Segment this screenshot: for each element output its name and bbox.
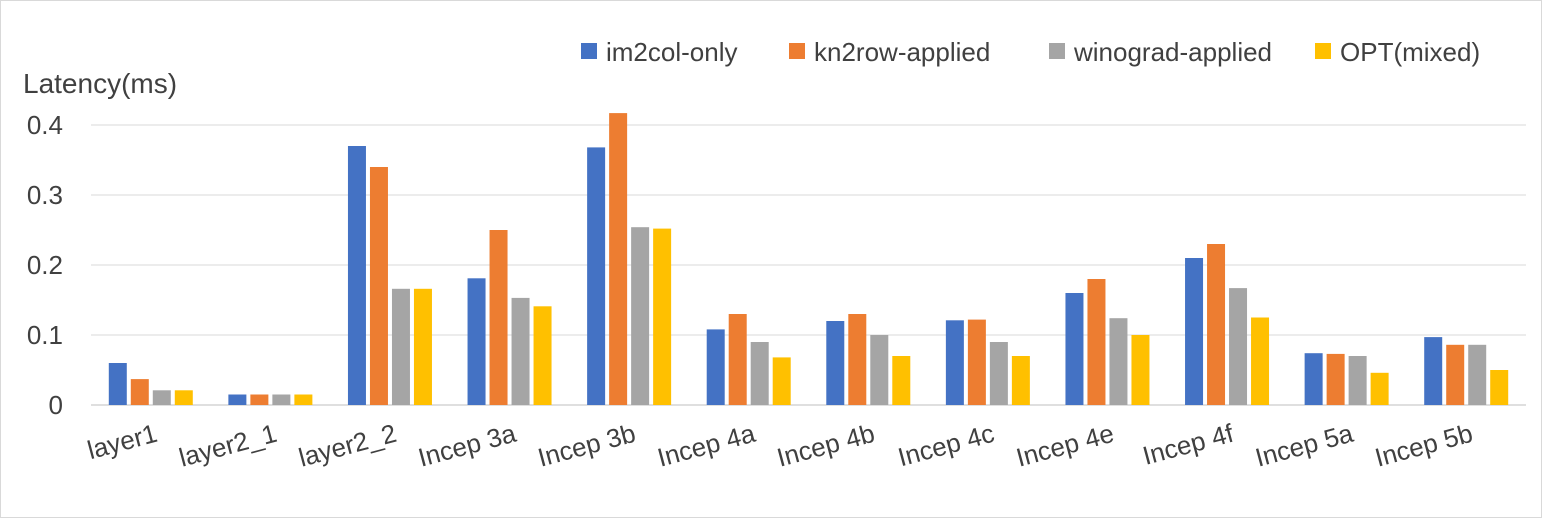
legend-label: winograd-applied	[1073, 37, 1272, 67]
bar	[152, 390, 171, 405]
bar	[945, 320, 964, 405]
x-tick-label: Incep 4f	[1139, 418, 1237, 471]
bar	[489, 230, 508, 405]
x-tick-label: layer2_2	[295, 418, 399, 473]
bar	[587, 147, 606, 405]
bar	[391, 288, 410, 405]
x-tick-label: Incep 4a	[654, 418, 759, 473]
bar	[1185, 258, 1204, 405]
bar	[1229, 288, 1248, 405]
axes: 0 0.1 0.2 0.3 0.4 layer1 layer2_1 layer2_2 Incep…	[27, 110, 1476, 473]
legend-swatch	[581, 43, 597, 59]
bar	[369, 167, 388, 405]
bar	[250, 394, 269, 405]
bar	[467, 278, 486, 405]
x-tick-label: Incep 5b	[1372, 418, 1476, 473]
bar	[1348, 356, 1367, 405]
bar	[413, 288, 432, 405]
x-tick-label: Incep 3b	[535, 418, 639, 473]
x-tick-label: layer1	[84, 418, 160, 465]
bar	[1468, 344, 1487, 405]
x-tick-label: Incep 4b	[774, 418, 878, 473]
y-tick-label: 0.2	[27, 250, 63, 280]
bar	[174, 390, 193, 405]
legend-swatch	[789, 43, 805, 59]
bar	[631, 227, 650, 405]
bar	[1490, 370, 1509, 405]
bar	[609, 113, 628, 405]
legend-swatch	[1315, 43, 1331, 59]
legend-swatch	[1049, 43, 1065, 59]
bar	[130, 379, 149, 405]
bar	[1011, 356, 1030, 405]
bar	[1087, 279, 1106, 405]
bar	[772, 357, 791, 405]
bar	[108, 363, 127, 405]
legend-label: kn2row-applied	[814, 37, 990, 67]
bar	[728, 314, 747, 405]
bar	[272, 394, 291, 405]
bars	[108, 113, 1509, 405]
y-tick-label: 0.4	[27, 110, 63, 140]
bar	[848, 314, 867, 405]
bar	[1446, 344, 1465, 405]
x-tick-label: Incep 4e	[1013, 418, 1117, 473]
bar	[1370, 372, 1389, 405]
y-tick-label: 0	[49, 390, 63, 420]
x-tick-label: layer2_1	[176, 418, 280, 473]
bar	[750, 342, 769, 405]
bar	[1251, 317, 1270, 405]
y-axis-title: Latency(ms)	[23, 68, 177, 99]
y-tick-label: 0.1	[27, 320, 63, 350]
bar	[1065, 293, 1084, 405]
x-tick-label: Incep 5a	[1252, 418, 1357, 473]
bar	[347, 146, 366, 405]
bar	[706, 329, 725, 405]
bar	[653, 228, 672, 405]
bar	[228, 394, 247, 405]
gridlines	[91, 124, 1526, 406]
bar	[1131, 335, 1150, 405]
legend: im2col-only kn2row-applied winograd-applie…	[581, 37, 1480, 67]
bar	[1109, 318, 1128, 405]
y-tick-label: 0.3	[27, 180, 63, 210]
x-tick-label: Incep 4c	[895, 418, 998, 472]
bar	[826, 321, 845, 405]
bar	[511, 297, 530, 405]
bar	[294, 394, 313, 405]
legend-label: OPT(mixed)	[1340, 37, 1480, 67]
bar	[892, 356, 911, 405]
x-tick-label: Incep 3a	[415, 418, 520, 473]
bar	[967, 319, 986, 405]
bar	[1304, 353, 1323, 405]
bar	[989, 342, 1008, 405]
bar	[1424, 337, 1443, 405]
bar	[870, 335, 889, 405]
legend-label: im2col-only	[606, 37, 738, 67]
bar	[1207, 244, 1226, 405]
bar	[1326, 353, 1345, 405]
bar	[533, 306, 552, 405]
